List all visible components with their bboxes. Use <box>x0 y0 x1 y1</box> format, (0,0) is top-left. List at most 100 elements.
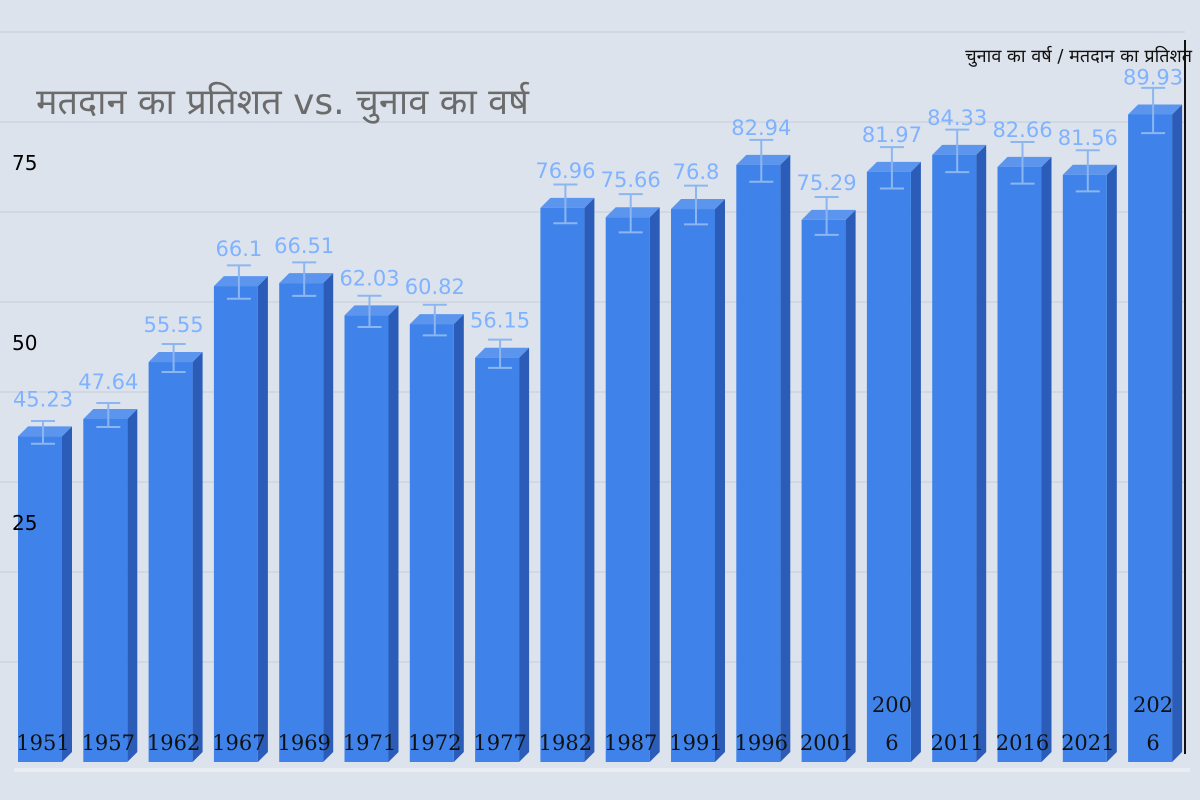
bar <box>801 219 846 763</box>
data-label: 89.93 <box>1123 66 1183 90</box>
data-label: 75.29 <box>797 171 857 195</box>
error-bar <box>226 264 251 300</box>
bar-side <box>323 273 334 762</box>
bar <box>866 171 911 763</box>
bar-side <box>780 154 791 762</box>
category-label: 1969 <box>277 731 330 755</box>
category-label: 1967 <box>212 731 265 755</box>
bar-top <box>671 199 725 210</box>
bar-side <box>388 305 399 762</box>
data-label: 81.97 <box>862 123 922 147</box>
data-label: 82.94 <box>731 116 791 140</box>
bar-side <box>192 352 203 762</box>
bar <box>83 418 128 762</box>
category-label: 2021 <box>1061 731 1114 755</box>
bar-side <box>715 199 725 763</box>
bar-top <box>83 408 138 419</box>
bar <box>344 315 389 762</box>
category-label: 6 <box>885 731 898 755</box>
data-label: 82.66 <box>992 118 1052 142</box>
bar-side <box>127 408 138 762</box>
y-tick-label: 75 <box>12 151 37 175</box>
data-label: 47.64 <box>78 370 138 394</box>
error-bar <box>161 343 186 374</box>
data-label: 76.96 <box>535 159 595 183</box>
bar <box>932 154 977 763</box>
bar <box>671 209 715 763</box>
error-bar <box>814 195 839 236</box>
bar <box>213 286 258 762</box>
bar-top <box>997 156 1052 167</box>
error-bar <box>945 128 970 174</box>
data-label: 76.8 <box>673 160 720 184</box>
category-label: 1996 <box>735 731 788 755</box>
bar <box>605 217 650 763</box>
data-label: 66.51 <box>274 234 334 258</box>
bar-top <box>932 144 987 155</box>
category-label: 1962 <box>147 731 200 755</box>
bar <box>997 166 1042 762</box>
bar <box>475 357 520 762</box>
data-label: 62.03 <box>339 266 399 290</box>
bar <box>279 283 324 762</box>
data-label: 75.66 <box>601 168 661 192</box>
bar-top <box>540 197 595 208</box>
bar-side <box>845 209 856 763</box>
category-label: 2016 <box>996 731 1049 755</box>
category-label: 1982 <box>539 731 592 755</box>
bar-side <box>1106 164 1117 762</box>
bar-side <box>1041 156 1052 762</box>
bar-top <box>475 347 530 358</box>
category-label: 2011 <box>930 731 983 755</box>
category-label: 1971 <box>343 731 396 755</box>
bars <box>18 86 1183 763</box>
error-bar <box>1010 141 1035 185</box>
error-bar <box>96 401 121 428</box>
bar <box>18 436 62 762</box>
chart-title: मतदान का प्रतिशत vs. चुनाव का वर्ष <box>36 81 530 124</box>
bar <box>1128 114 1173 762</box>
error-bar <box>553 183 578 225</box>
bar-top <box>605 207 660 218</box>
error-bar <box>357 294 382 329</box>
category-label: 1972 <box>408 731 461 755</box>
error-bar <box>488 338 513 369</box>
data-label: 55.55 <box>144 313 204 337</box>
bar-top <box>1128 104 1183 115</box>
bar <box>148 362 193 762</box>
bar <box>1062 174 1107 762</box>
bar-top <box>801 209 856 220</box>
error-bar <box>1141 86 1166 135</box>
legend-label: चुनाव का वर्ष / मतदान का प्रतिशत <box>965 45 1193 67</box>
category-label: 2001 <box>800 731 853 755</box>
category-label: 1987 <box>604 731 657 755</box>
y-tick-label: 50 <box>12 331 37 355</box>
bar-side <box>976 144 987 763</box>
bar-top <box>279 273 334 284</box>
error-bar <box>618 193 643 234</box>
bar-side <box>62 426 72 762</box>
error-bar <box>422 303 447 337</box>
bar-top <box>409 314 464 325</box>
category-label: 202 <box>1133 693 1173 717</box>
bar-top <box>148 352 203 363</box>
chart-floor <box>14 40 1190 772</box>
error-bar <box>1075 149 1100 193</box>
category-label: 1957 <box>82 731 135 755</box>
y-tick-label: 25 <box>12 511 37 535</box>
error-bar <box>292 261 317 297</box>
bar-side <box>649 207 660 763</box>
error-bar <box>31 419 55 445</box>
error-bar <box>749 138 774 183</box>
data-label: 66.1 <box>216 237 263 261</box>
bar-side <box>453 314 464 762</box>
bar-top <box>344 305 399 316</box>
data-label: 56.15 <box>470 309 530 333</box>
error-bar <box>684 184 708 226</box>
bar-side <box>584 197 595 762</box>
bar-side <box>1172 104 1183 762</box>
bar <box>409 324 454 762</box>
bar-top <box>1062 164 1117 175</box>
